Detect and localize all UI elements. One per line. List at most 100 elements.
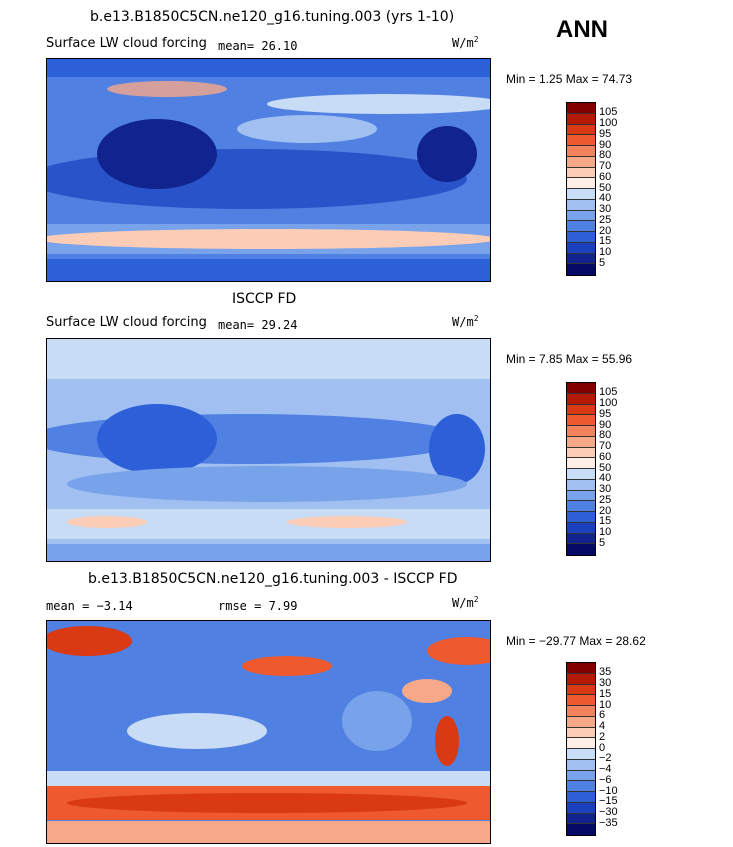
- colorbar-segment: [567, 802, 595, 814]
- panel3-colorbar: [566, 662, 596, 836]
- colorbar-tick-label: 95: [599, 127, 612, 140]
- colorbar-tick-label: 70: [599, 160, 612, 172]
- colorbar-tick-label: −30: [599, 806, 618, 818]
- colorbar-segment: [567, 759, 595, 771]
- colorbar-tick-label: 105: [599, 106, 618, 119]
- colorbar-segment: [567, 242, 595, 254]
- panel1-mean: mean= 26.10: [218, 39, 298, 53]
- panel3-units: W/m2: [452, 595, 479, 610]
- panel1-units: W/m2: [452, 35, 479, 50]
- colorbar-segment: [567, 673, 595, 685]
- colorbar-segment: [567, 663, 595, 674]
- panel1-minmax: Min = 1.25 Max = 74.73: [506, 72, 633, 86]
- colorbar-segment: [567, 522, 595, 534]
- colorbar-segment: [567, 533, 595, 545]
- colorbar-tick-label: 80: [599, 149, 612, 162]
- colorbar-segment: [567, 264, 595, 275]
- colorbar-segment: [567, 383, 595, 394]
- colorbar-tick-label: 30: [599, 203, 612, 215]
- colorbar-tick-label: 15: [599, 235, 612, 248]
- colorbar-segment: [567, 436, 595, 448]
- colorbar-segment: [567, 824, 595, 835]
- colorbar-segment: [567, 695, 595, 706]
- colorbar-segment: [567, 135, 595, 146]
- colorbar-segment: [567, 426, 595, 437]
- colorbar-tick-label: 15: [599, 687, 612, 700]
- colorbar-tick-label: 5: [599, 256, 606, 269]
- colorbar-tick-label: 25: [599, 213, 612, 226]
- colorbar-tick-label: −15: [599, 795, 618, 808]
- season-label: ANN: [556, 16, 608, 43]
- colorbar-segment: [567, 781, 595, 792]
- panel2-title: ISCCP FD: [232, 291, 297, 307]
- colorbar-segment: [567, 727, 595, 739]
- colorbar-tick-label: −2: [599, 752, 612, 765]
- panel3-mean: mean = −3.14: [46, 599, 133, 613]
- colorbar-segment: [567, 512, 595, 523]
- colorbar-tick-label: 30: [599, 677, 612, 689]
- colorbar-segment: [567, 544, 595, 555]
- colorbar-segment: [567, 113, 595, 125]
- colorbar-segment: [567, 146, 595, 157]
- colorbar-tick-label: 10: [599, 698, 612, 711]
- colorbar-tick-label: −4: [599, 763, 612, 775]
- colorbar-tick-label: 35: [599, 666, 612, 679]
- colorbar-tick-label: −10: [599, 784, 618, 797]
- colorbar-segment: [567, 469, 595, 480]
- colorbar-tick-label: 10: [599, 246, 612, 258]
- panel1-field: Surface LW cloud forcing: [46, 36, 207, 51]
- colorbar-segment: [567, 490, 595, 502]
- colorbar-tick-label: 60: [599, 170, 612, 183]
- colorbar-segment: [567, 479, 595, 491]
- panel1-map: [46, 58, 491, 282]
- colorbar-tick-label: 20: [599, 224, 612, 237]
- panel2-field: Surface LW cloud forcing: [46, 315, 207, 330]
- colorbar-segment: [567, 253, 595, 265]
- colorbar-segment: [567, 232, 595, 243]
- panel2-minmax: Min = 7.85 Max = 55.96: [506, 352, 633, 366]
- colorbar-tick-label: 20: [599, 504, 612, 517]
- colorbar-segment: [567, 813, 595, 825]
- colorbar-tick-label: 70: [599, 440, 612, 452]
- colorbar-tick-label: 100: [599, 117, 618, 129]
- colorbar-segment: [567, 103, 595, 114]
- colorbar-tick-label: 2: [599, 730, 606, 743]
- colorbar-segment: [567, 124, 595, 136]
- colorbar-segment: [567, 684, 595, 696]
- colorbar-tick-label: 6: [599, 709, 606, 722]
- panel3-map: [46, 620, 491, 844]
- colorbar-tick-label: 60: [599, 450, 612, 463]
- colorbar-tick-label: 15: [599, 515, 612, 528]
- colorbar-tick-label: −6: [599, 773, 612, 786]
- colorbar-tick-label: 105: [599, 386, 618, 399]
- colorbar-tick-label: 0: [599, 741, 606, 754]
- panel1-colorbar: [566, 102, 596, 276]
- colorbar-segment: [567, 189, 595, 200]
- colorbar-tick-label: 30: [599, 483, 612, 495]
- panel1-ticks: 105 100 95 90 80 70 60 50 40 30 25 20 15 10 5: [599, 102, 639, 274]
- colorbar-segment: [567, 770, 595, 782]
- panel2-colorbar: [566, 382, 596, 556]
- colorbar-segment: [567, 716, 595, 728]
- colorbar-segment: [567, 393, 595, 405]
- colorbar-segment: [567, 156, 595, 168]
- colorbar-tick-label: 5: [599, 536, 606, 549]
- colorbar-tick-label: 50: [599, 461, 612, 474]
- panel2-mean: mean= 29.24: [218, 318, 298, 332]
- colorbar-segment: [567, 199, 595, 211]
- colorbar-segment: [567, 447, 595, 459]
- colorbar-segment: [567, 404, 595, 416]
- panel2-units: W/m2: [452, 314, 479, 329]
- colorbar-segment: [567, 167, 595, 179]
- colorbar-segment: [567, 738, 595, 749]
- colorbar-tick-label: 25: [599, 493, 612, 506]
- colorbar-tick-label: 10: [599, 526, 612, 538]
- colorbar-tick-label: 40: [599, 192, 612, 205]
- panel3-ticks: 35 30 15 10 6 4 2 0 −2 −4 −6 −10 −15 −30 −35: [599, 662, 639, 834]
- colorbar-tick-label: 80: [599, 429, 612, 442]
- colorbar-tick-label: 90: [599, 418, 612, 431]
- colorbar-segment: [567, 749, 595, 760]
- panel3-title: b.e13.B1850C5CN.ne120_g16.tuning.003 - I…: [88, 571, 458, 587]
- panel3-minmax: Min = −29.77 Max = 28.62: [506, 634, 646, 648]
- colorbar-tick-label: −35: [599, 816, 618, 829]
